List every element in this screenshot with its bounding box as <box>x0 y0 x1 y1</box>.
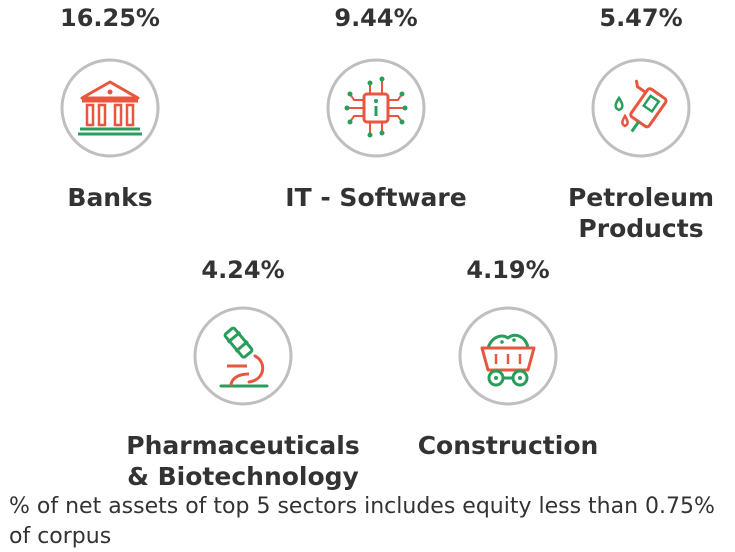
sector-name: Banks <box>67 183 153 212</box>
bank-icon <box>58 56 162 160</box>
sector-percent: 4.19% <box>466 256 550 284</box>
sector-name: Petroleum Products <box>567 183 715 243</box>
sector-name: Pharmaceuticals & Biotechnology <box>126 431 360 491</box>
fuel-nozzle-icon <box>589 56 693 160</box>
chip-icon <box>324 56 428 160</box>
sector-percent: 16.25% <box>60 4 160 32</box>
mine-cart-icon <box>456 304 560 408</box>
footnote: % of net assets of top 5 sectors include… <box>9 494 715 549</box>
sector-percent: 9.44% <box>334 4 418 32</box>
sector-name: IT - Software <box>285 183 467 212</box>
microscope-icon <box>191 304 295 408</box>
sector-percent: 5.47% <box>599 4 683 32</box>
sector-percent: 4.24% <box>201 256 285 284</box>
sector-name: Construction <box>417 431 599 460</box>
